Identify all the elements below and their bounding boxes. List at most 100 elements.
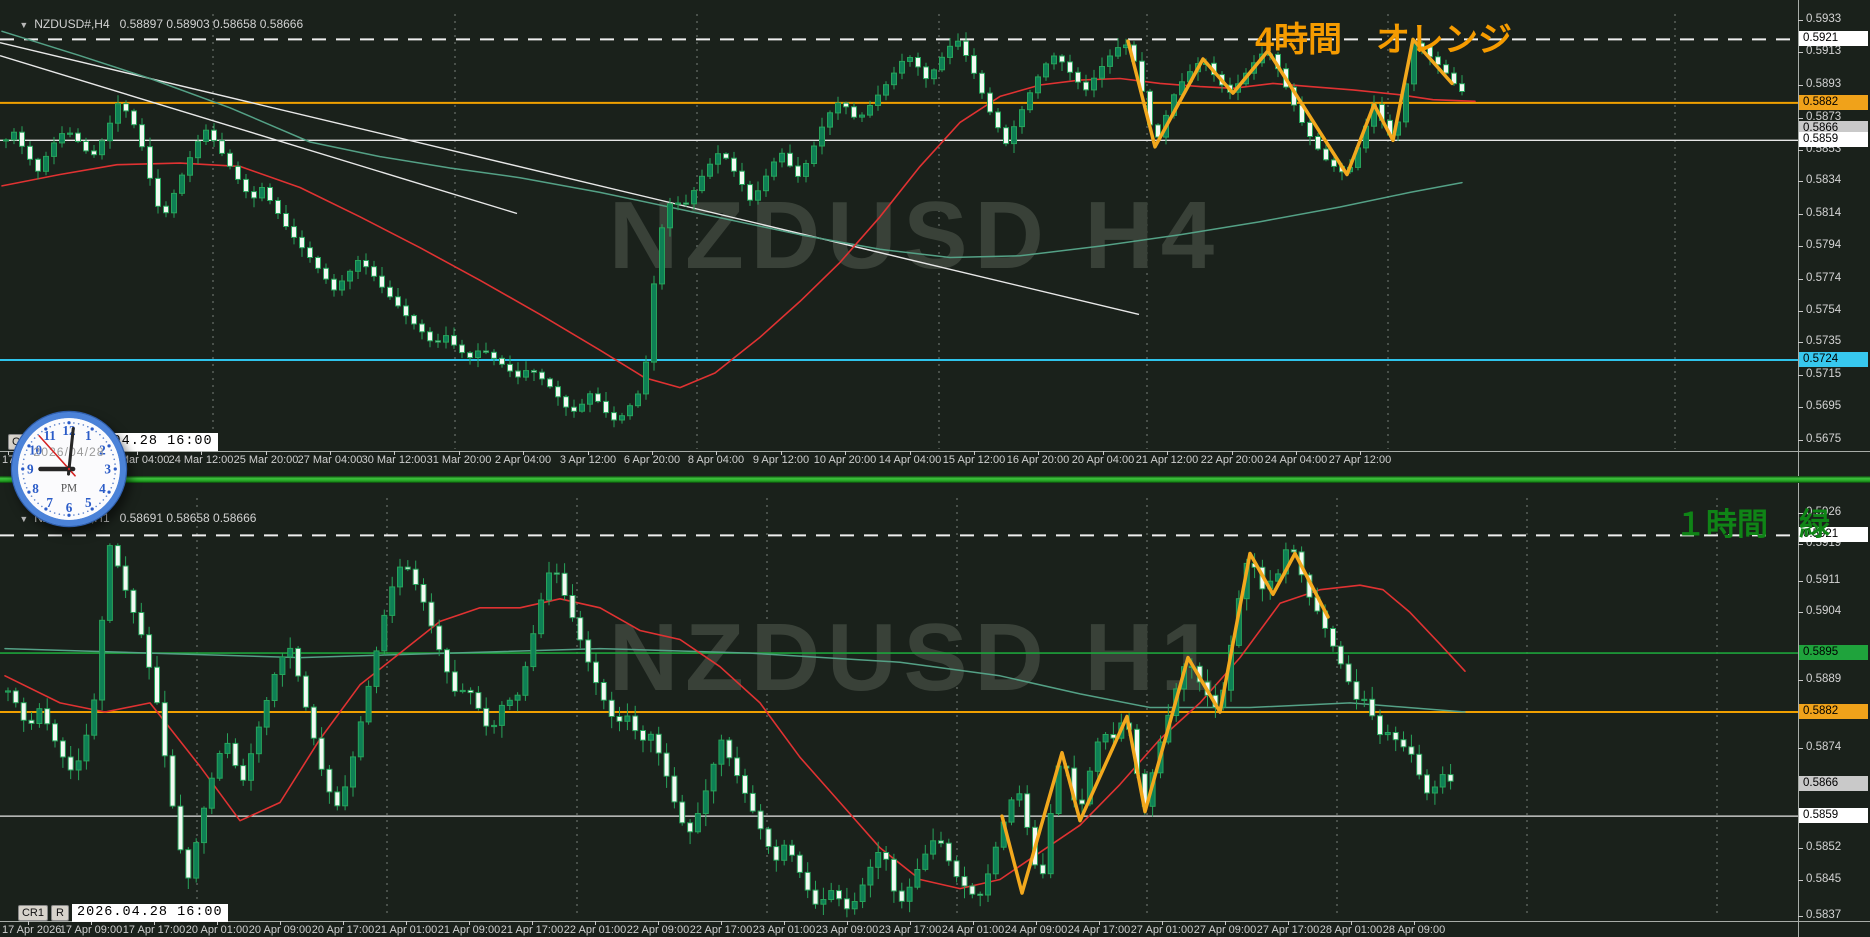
h4-x-tick-label: 20 Apr 04:00 [1071,454,1135,466]
h4-ma-slow [1,30,1463,259]
h4-y-tick-label: 0.5834 [1806,174,1842,186]
h4-y-tickmark [1798,52,1803,53]
h4-x-tickmark [8,451,9,455]
h1-y-tickmark [1798,581,1803,582]
h4-x-tick-label: 21 Apr 12:00 [1135,454,1199,466]
h4-trendline-0[interactable] [0,42,1140,316]
svg-text:3: 3 [104,462,111,477]
h4-x-tick-label: 14 Apr 04:00 [878,454,942,466]
h4-x-tick-label: 27 Apr 12:00 [1328,454,1392,466]
h1-x-tick-label: 24 Apr 01:00 [941,924,1005,936]
h4-y-tickmark [1798,407,1803,408]
h1-zigzag-indicator [1000,551,1330,895]
h1-y-tickmark [1798,544,1803,545]
h4-y-tick-label: 0.5695 [1806,400,1842,412]
h4-y-tick-label: 0.5893 [1806,78,1842,90]
h4-y-tickmark [1798,246,1803,247]
h1-y-tickmark [1798,848,1803,849]
h4-plot-area[interactable]: NZDUSD H4 [0,14,1798,449]
h1-x-tickmark [658,921,659,925]
h4-x-tickmark [459,451,460,455]
h1-ma-fast [4,584,1466,890]
svg-text:1: 1 [85,428,92,443]
h4-y-tickmark [1798,214,1803,215]
h4-x-tickmark [201,451,202,455]
h1-x-tickmark [973,921,974,925]
h1-datetime-box: 2026.04.28 16:00 [72,904,228,922]
h1-collapse-icon[interactable]: ▼ [19,514,29,524]
clock-meridiem: PM [61,482,77,494]
h4-x-tick-label: 3 Apr 12:00 [559,454,617,466]
h4-watermark: NZDUSD H4 [609,182,1221,289]
h4-x-tickmark [330,451,331,455]
clock-hands [38,427,76,477]
h4-x-tick-label: 16 Apr 20:00 [1006,454,1070,466]
h4-x-tickmark [523,451,524,455]
h1-x-tick-label: 28 Apr 01:00 [1319,924,1383,936]
h4-y-tickmark [1798,20,1803,21]
svg-text:5: 5 [85,495,92,510]
h1-x-tickmark [532,921,533,925]
h1-price-badge-0.5859: 0.5859 [1799,808,1868,823]
h4-x-tickmark [652,451,653,455]
h4-x-tick-label: 9 Apr 12:00 [752,454,810,466]
h4-x-tickmark [1232,451,1233,455]
h4-y-tickmark [1798,181,1803,182]
h1-x-tickmark [847,921,848,925]
h4-y-tickmark [1798,342,1803,343]
h1-x-tickmark [721,921,722,925]
h4-x-tickmark [266,451,267,455]
h4-x-tick-label: 2 Apr 04:00 [494,454,552,466]
h1-x-tick-label: 28 Apr 09:00 [1382,924,1446,936]
h1-cr1-button[interactable]: CR1 [18,905,48,921]
h1-x-tick-label: 22 Apr 09:00 [626,924,690,936]
h1-x-tickmark [1036,921,1037,925]
h4-trendline-1[interactable] [0,55,518,215]
h1-x-tick-label: 21 Apr 17:00 [500,924,564,936]
h1-x-tick-label: 21 Apr 09:00 [437,924,501,936]
h4-x-tick-label: 15 Apr 12:00 [942,454,1006,466]
h1-x-tickmark [1414,921,1415,925]
h4-collapse-icon[interactable]: ▼ [19,20,29,30]
h1-x-tickmark [28,921,29,925]
h1-ohlc-values: 0.58691 0.58658 0.58666 [119,511,257,525]
h4-x-tick-label: 24 Apr 04:00 [1264,454,1328,466]
h1-x-tickmark [280,921,281,925]
h4-y-tickmark [1798,311,1803,312]
h4-x-tickmark [1103,451,1104,455]
svg-text:11: 11 [43,428,55,443]
h1-r-button[interactable]: R [51,905,69,921]
price-axis-border [1798,0,1799,937]
h1-x-tickmark [1288,921,1289,925]
h1-price-badge-0.5921: 0.5921 [1799,527,1868,542]
panel-splitter[interactable] [0,476,1870,483]
h1-x-tick-label: 22 Apr 01:00 [563,924,627,936]
h4-x-tick-label: 8 Apr 04:00 [687,454,745,466]
h4-y-tick-label: 0.5754 [1806,304,1842,316]
h4-y-tick-label: 0.5873 [1806,111,1842,123]
h1-x-tickmark [217,921,218,925]
h1-x-tick-label: 22 Apr 17:00 [689,924,753,936]
h1-x-tickmark [469,921,470,925]
h1-x-tickmark [154,921,155,925]
h4-y-tick-label: 0.5715 [1806,368,1842,380]
h1-plot-area[interactable]: NZDUSD H1 [0,498,1798,918]
h1-y-tickmark [1798,916,1803,917]
h1-y-tickmark [1798,513,1803,514]
h4-x-tick-label: 31 Mar 20:00 [426,454,492,466]
h1-y-tick-label: 0.5845 [1806,873,1842,885]
clock-blue-ring [12,412,126,526]
h4-x-tickmark [394,451,395,455]
annotation-h1-timeframe: １時間 緑 [1675,507,1830,542]
h4-y-tickmark [1798,150,1803,151]
svg-text:4: 4 [99,481,106,496]
h1-x-tickmark [1099,921,1100,925]
h1-x-tickmark [1162,921,1163,925]
h1-y-tick-label: 0.5889 [1806,673,1842,685]
h4-y-tickmark [1798,118,1803,119]
h1-x-tick-label: 27 Apr 09:00 [1193,924,1257,936]
h1-x-tickmark [1225,921,1226,925]
